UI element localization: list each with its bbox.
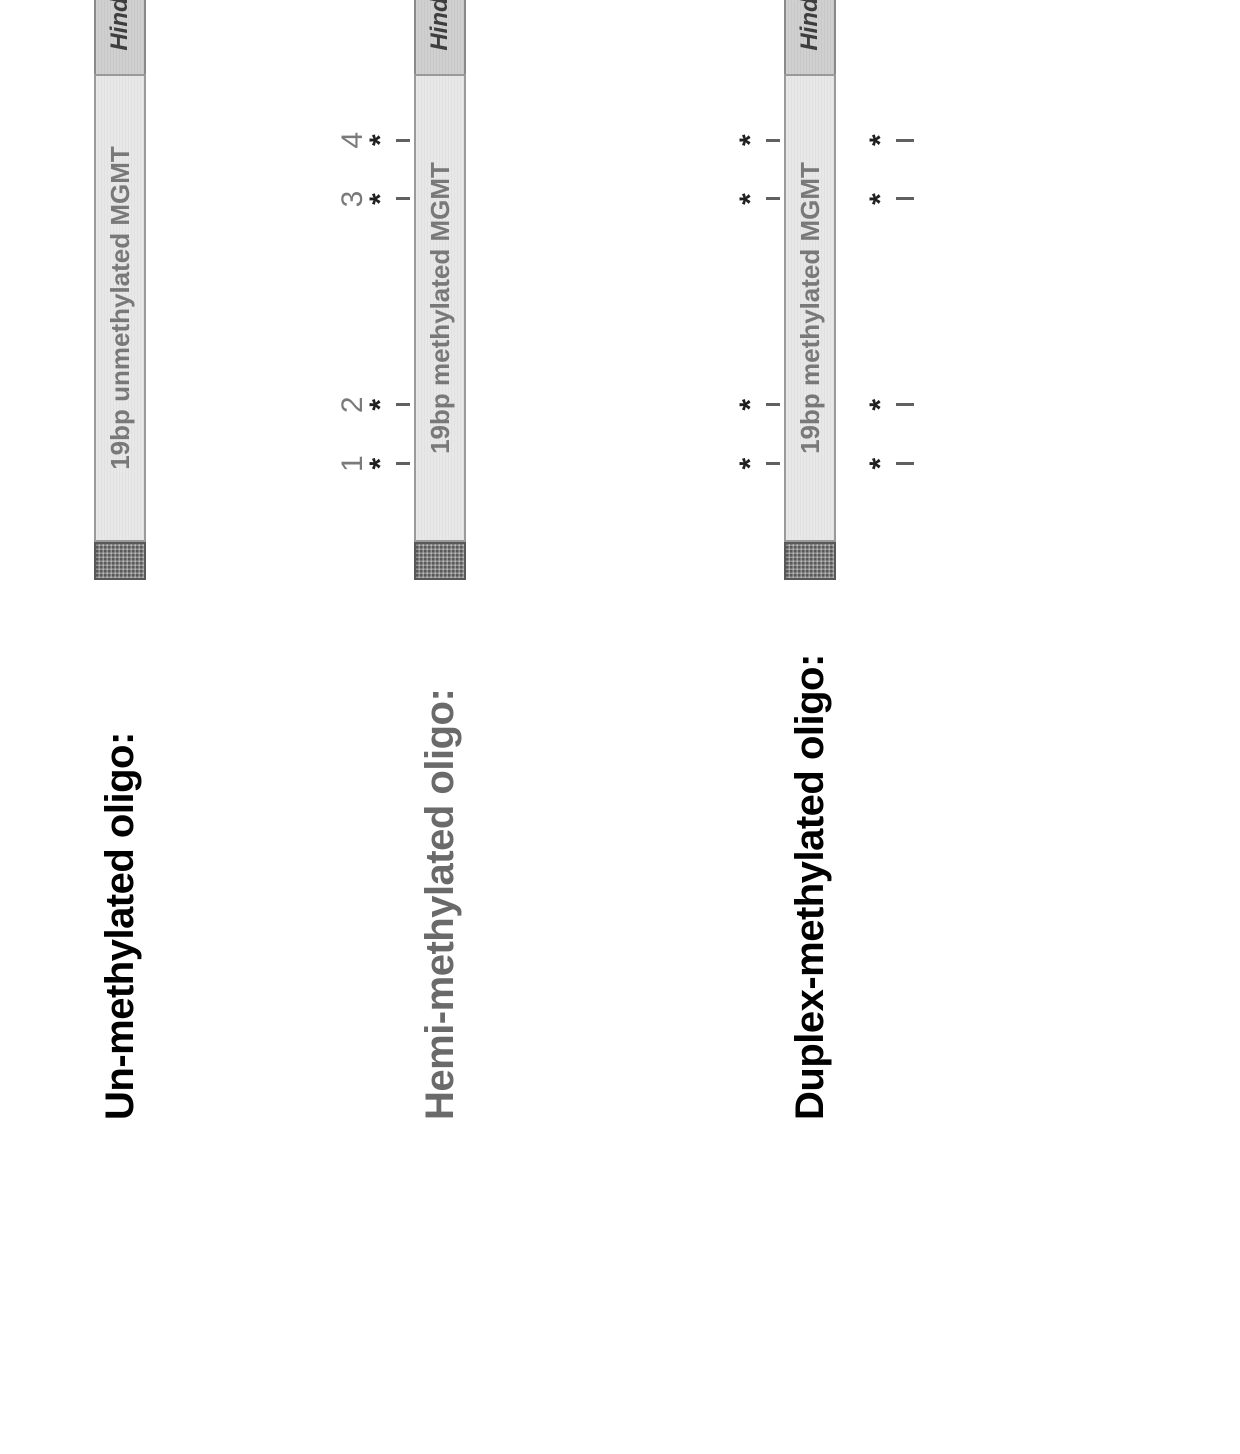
methylation-mark: * <box>866 185 914 213</box>
methylation-mark: 2* <box>338 391 410 419</box>
figure-page: Un-methylated oligo: 19bp unmethylated M… <box>0 0 1240 1240</box>
mark-tick <box>396 462 410 465</box>
marks-above-hemi: 1*2*3*4* <box>364 90 410 580</box>
methylation-mark: * <box>736 450 780 478</box>
star-icon: * <box>866 193 896 205</box>
oligo-bar: 19bp unmethylated MGMT HindIII <box>94 0 146 580</box>
row-label: Duplex-methylated oligo: <box>788 654 833 1120</box>
star-icon: * <box>866 399 896 411</box>
star-icon: * <box>366 458 396 470</box>
mark-tick <box>396 198 410 201</box>
oligo-diagram: 19bp methylated MGMT HindIII <box>414 0 466 580</box>
oligo-diagram: 19bp methylated MGMT HindIII <box>784 0 836 580</box>
mark-tick <box>896 139 914 142</box>
mark-tick <box>766 403 780 406</box>
oligo-main-label: 19bp methylated MGMT <box>784 74 836 542</box>
methylation-mark: * <box>736 185 780 213</box>
methylation-mark: * <box>736 126 780 154</box>
methylation-mark: * <box>866 450 914 478</box>
oligo-main-label: 19bp unmethylated MGMT <box>94 74 146 542</box>
row-label: Hemi-methylated oligo: <box>418 689 463 1120</box>
methylation-mark: 1* <box>338 450 410 478</box>
star-icon: * <box>736 193 766 205</box>
oligo-diagram: 19bp unmethylated MGMT HindIII <box>94 0 146 580</box>
oligo-bar: 19bp methylated MGMT HindIII <box>784 0 836 580</box>
mark-tick <box>896 403 914 406</box>
oligo-bar: 19bp methylated MGMT HindIII <box>414 0 466 580</box>
star-icon: * <box>736 458 766 470</box>
methylation-mark: 3* <box>338 185 410 213</box>
methylation-mark: * <box>866 391 914 419</box>
mark-tick <box>766 462 780 465</box>
star-icon: * <box>866 458 896 470</box>
hindiii-site: HindIII <box>414 0 466 74</box>
mark-tick <box>896 462 914 465</box>
marks-above-duplex: * * * * <box>734 90 780 580</box>
mark-tick <box>396 139 410 142</box>
oligo-cap-left <box>784 542 836 580</box>
hindiii-site: HindIII <box>94 0 146 74</box>
methylation-mark: * <box>736 391 780 419</box>
star-icon: * <box>366 134 396 146</box>
oligo-cap-left <box>94 542 146 580</box>
hindiii-site: HindIII <box>784 0 836 74</box>
star-icon: * <box>366 193 396 205</box>
star-icon: * <box>736 134 766 146</box>
star-icon: * <box>366 399 396 411</box>
oligo-main-label: 19bp methylated MGMT <box>414 74 466 542</box>
methylation-mark: 4* <box>338 126 410 154</box>
star-icon: * <box>736 399 766 411</box>
star-icon: * <box>866 134 896 146</box>
mark-tick <box>896 198 914 201</box>
methylation-mark: * <box>866 126 914 154</box>
oligo-cap-left <box>414 542 466 580</box>
mark-tick <box>396 403 410 406</box>
row-label: Un-methylated oligo: <box>98 732 143 1120</box>
marks-below-duplex: * * * * <box>866 90 912 580</box>
mark-tick <box>766 198 780 201</box>
mark-tick <box>766 139 780 142</box>
